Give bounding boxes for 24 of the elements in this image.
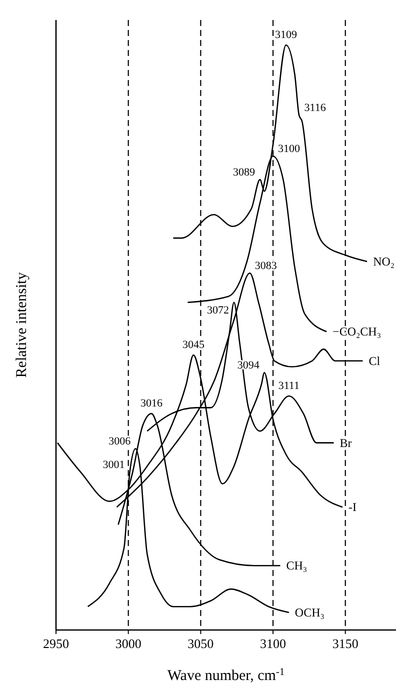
annotation: 3001 [102,459,125,472]
x-tick-label: 3000 [115,636,142,651]
x-tick-label: 3150 [332,636,358,651]
annotation: 3072 [206,304,229,316]
annotation: 3089 [233,166,256,179]
series-label: CH₃ [286,558,308,573]
series-label: −CO₂CH₃ [332,324,382,339]
x-axis-title: Wave number, cm$^{-1}$ [167,666,285,684]
annotation: 3111 [278,380,300,392]
annotation: 3100 [278,143,301,156]
annotation: 3006 [108,436,132,448]
series-label: NO₂ [373,254,395,268]
annotation: 3116 [304,102,326,114]
x-tick-label: 3050 [188,636,214,651]
annotation: 3109 [275,29,298,41]
series-label: Cl [368,354,381,368]
annotation: 3016 [140,398,163,410]
annotation: 3045 [182,339,205,352]
x-tick-label: 3100 [260,636,286,651]
annotation: 3083 [254,260,278,272]
x-tick-label: 2950 [43,636,69,651]
series-label: OCH₃ [294,605,324,620]
y-axis-title: Relative intensity [14,272,30,378]
series-label: -I [348,500,356,514]
